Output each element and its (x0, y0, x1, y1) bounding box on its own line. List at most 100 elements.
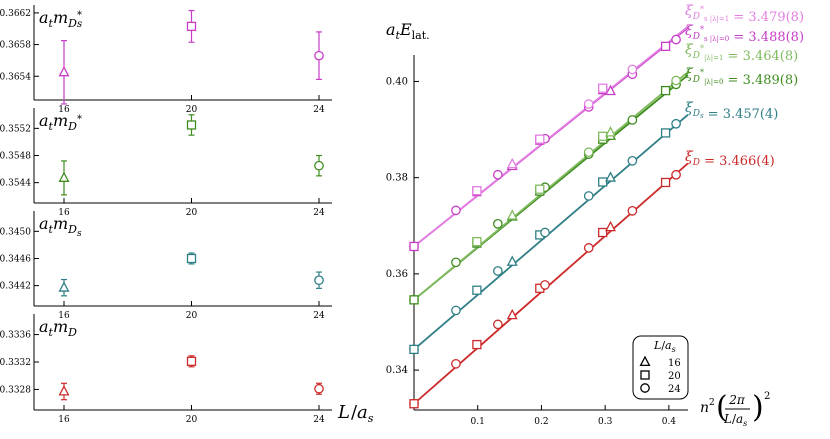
legend-label-24: 24 (668, 384, 681, 395)
data-point (451, 257, 461, 268)
y-tick-label: 0.3544 (0, 179, 31, 189)
x-tick-label: 0.1 (471, 417, 485, 427)
data-point (660, 177, 671, 188)
x-label-denominator: L/as (723, 412, 747, 428)
annotation-xi-Dstar-l0: ξD*|λ|=0 = 3.489(8) (685, 66, 798, 88)
data-point (583, 243, 594, 253)
data-point (493, 266, 503, 276)
data-point (627, 155, 638, 166)
x-tick-label: 20 (186, 105, 198, 115)
xi-annotations: ξD*s |λ|=1 = 3.479(8)ξD*s |λ|=0 = 3.488(… (685, 3, 804, 169)
legend-frame (632, 335, 689, 400)
data-point (472, 339, 482, 350)
data-point (409, 344, 419, 355)
legend: L/as 16 20 24 (632, 335, 689, 400)
data-point (598, 227, 608, 238)
annotation-xi-Dstar-l1: ξD*|λ|=1 = 3.464(8) (685, 42, 798, 64)
data-point (472, 236, 482, 247)
annotation-xi-Dsstar-l1: ξD*s |λ|=1 = 3.479(8) (685, 3, 804, 25)
y-tick-label: 0.3328 (0, 385, 31, 395)
x-tick-label: 24 (313, 105, 325, 115)
data-point (583, 191, 594, 201)
annotation-xi-Ds: ξDs = 3.457(4) (685, 100, 778, 122)
y-tick-label: 0.3336 (0, 331, 31, 341)
legend-marker-triangle (639, 355, 651, 367)
data-point (472, 186, 482, 196)
data-point (493, 169, 503, 180)
x-label-numerator: 2π (728, 393, 746, 407)
legend-label-20: 20 (668, 371, 681, 382)
x-tick-label: 20 (186, 311, 198, 321)
y-tick-label: 0.3552 (0, 124, 31, 134)
mass-panel-4: 0.3328 0.3332 0.3336 16 20 24 atmD (0, 314, 332, 425)
data-point (660, 41, 671, 51)
y-tick-label: 0.3446 (0, 255, 31, 265)
data-point (540, 227, 550, 238)
x-tick-label: 16 (58, 311, 70, 321)
data-point (409, 295, 419, 305)
legend-label-16: 16 (668, 358, 681, 369)
data-point (598, 83, 608, 93)
legend-title: L/as (653, 339, 676, 354)
data-point (506, 308, 518, 320)
panel-ylabel: atmD* (39, 111, 82, 133)
annotation-xi-D: ξD = 3.466(4) (685, 149, 775, 169)
data-point (671, 169, 681, 180)
annotation-xi-Dsstar-l0: ξD*s |λ|=0 = 3.488(8) (685, 23, 804, 45)
data-point (58, 281, 70, 292)
x-label-paren-right: ) (752, 390, 764, 425)
data-point (535, 134, 545, 144)
mass-panel-3: 0.3442 0.3446 0.3450 16 20 24 atmDs (0, 211, 332, 321)
data-point (583, 99, 594, 109)
legend-marker-square (640, 370, 650, 380)
data-point (627, 206, 638, 216)
x-tick-label: 0.2 (534, 417, 548, 427)
data-point (314, 160, 324, 171)
data-point (58, 171, 70, 182)
data-point (186, 253, 197, 264)
x-tick-label: 20 (186, 415, 198, 425)
x-tick-label: 0.3 (598, 417, 613, 427)
x-tick-label: 24 (313, 311, 325, 321)
data-point (451, 358, 461, 369)
y-tick-label: 0.3548 (0, 152, 31, 162)
data-point (627, 115, 638, 125)
data-point (314, 50, 324, 61)
data-point (451, 205, 461, 216)
mass-panel-1: 0.3654 0.3658 0.3662 16 20 24 atmD* s (0, 5, 332, 115)
y-tick-label: 0.3450 (0, 227, 31, 237)
data-point (314, 275, 324, 286)
x-tick-label: 24 (313, 415, 325, 425)
legend-marker-circle (640, 383, 650, 393)
x-label-n2: n2 (700, 398, 715, 416)
dispersion-panel: 0.34 0.36 0.38 0.40 0.1 0.2 0.3 0.4 atElat. n2(2π… (386, 20, 771, 428)
x-tick-label: 16 (58, 208, 70, 218)
data-point (493, 319, 503, 330)
x-tick-label: 20 (186, 208, 198, 218)
data-point (660, 128, 671, 138)
data-point (314, 383, 324, 394)
data-point (605, 126, 616, 137)
panel-ylabel: atmDs (39, 214, 82, 239)
data-point (451, 305, 461, 316)
data-point (583, 147, 594, 158)
data-point (671, 75, 681, 86)
y-tick-label: 0.36 (386, 269, 408, 280)
x-tick-label: 24 (313, 208, 325, 218)
data-point (186, 120, 197, 130)
y-tick-label: 0.3654 (0, 72, 31, 82)
y-tick-label: 0.3658 (0, 41, 31, 51)
data-point (627, 64, 638, 75)
data-point (506, 255, 518, 266)
data-point (605, 84, 616, 96)
y-tick-label: 0.40 (386, 76, 408, 87)
y-tick-label: 0.34 (386, 365, 408, 376)
data-point (506, 157, 518, 169)
data-point (540, 280, 550, 290)
data-point (58, 385, 70, 396)
x-tick-label: 16 (58, 415, 70, 425)
data-point (671, 34, 681, 45)
left-x-axis-label: L/as (337, 402, 374, 425)
data-point (671, 118, 681, 129)
